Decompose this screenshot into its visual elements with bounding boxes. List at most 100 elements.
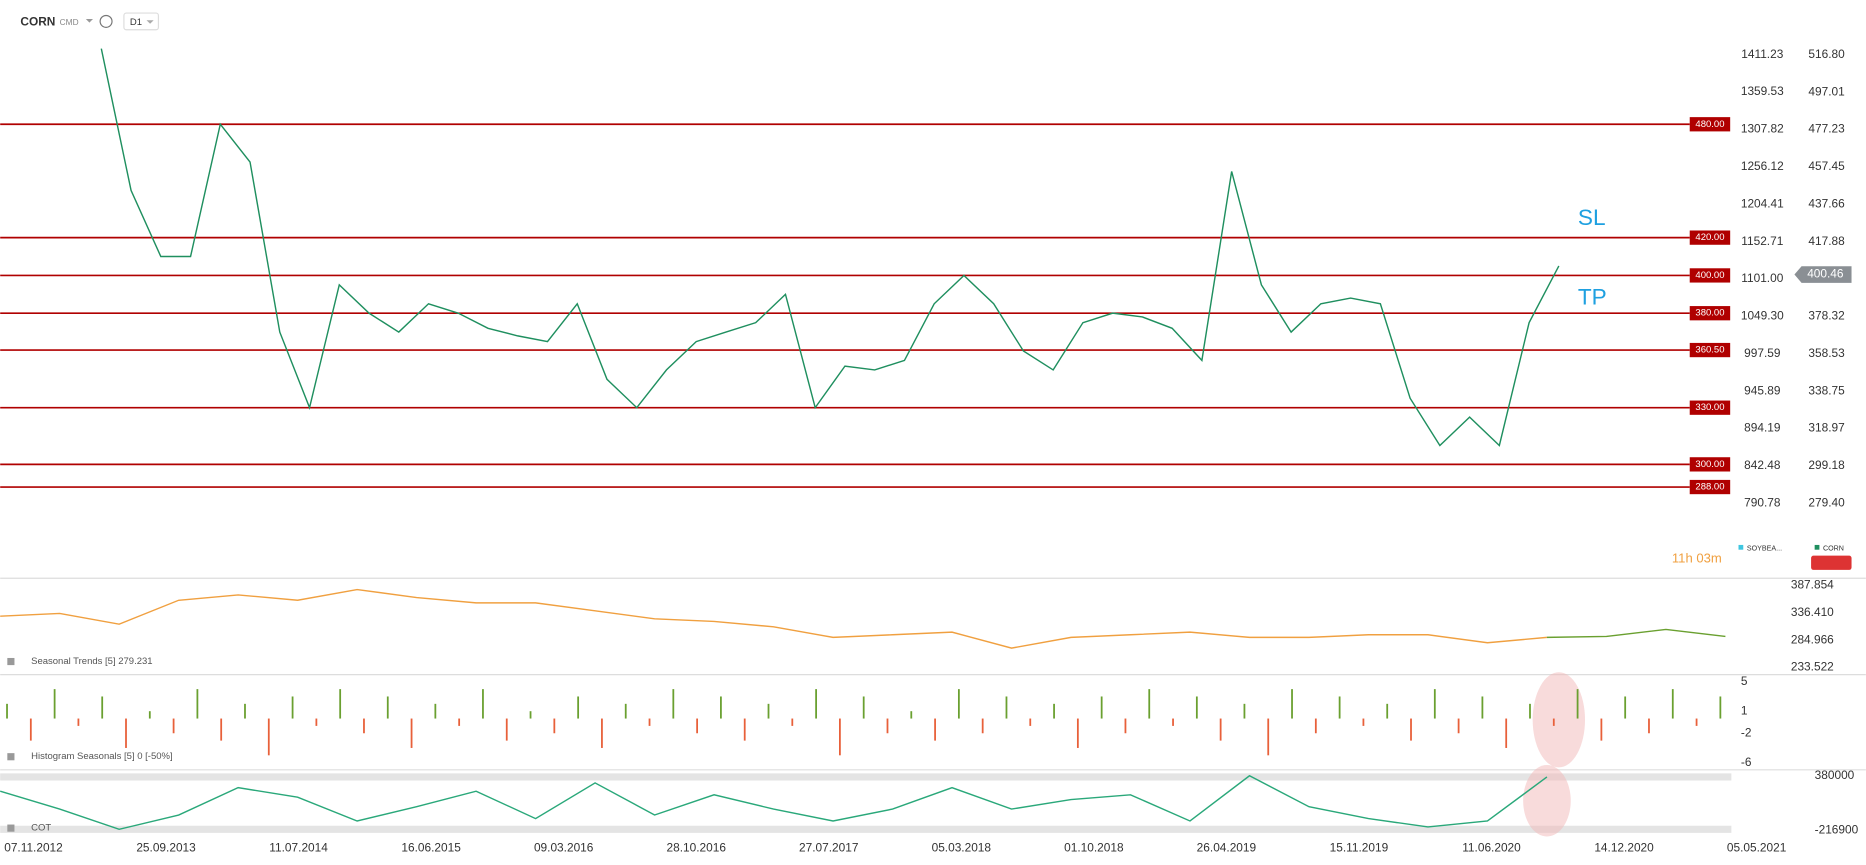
histogram-bar	[6, 703, 8, 719]
histogram-bar	[1529, 703, 1531, 719]
series-line	[0, 774, 1548, 831]
histogram-bar	[981, 718, 984, 734]
y2-tick-label: 1256.12	[1741, 159, 1784, 173]
histogram-bar	[1362, 718, 1365, 726]
x-tick-label: 11.06.2020	[1462, 840, 1521, 854]
x-tick-label: 15.11.2019	[1330, 840, 1389, 854]
level-label: 420.00	[1695, 232, 1724, 243]
y-tick-label: 437.66	[1808, 196, 1845, 210]
histogram-bar	[672, 689, 675, 719]
level-tag	[1689, 342, 1731, 358]
x-tick-label: 27.07.2017	[799, 840, 858, 854]
y-tick-label: -2	[1741, 725, 1752, 739]
histogram-bar	[1648, 718, 1650, 734]
histogram-bar	[648, 718, 651, 726]
histogram-bar	[934, 718, 936, 741]
histogram-bar	[601, 718, 603, 748]
histogram-bar	[1433, 689, 1436, 719]
y-tick-label: 457.45	[1808, 159, 1845, 173]
y-tick-label: 233.522	[1791, 660, 1834, 674]
histogram-bar	[696, 718, 699, 734]
histogram-bar	[363, 718, 365, 734]
histogram-bar	[53, 689, 56, 719]
series-line	[0, 588, 1548, 649]
timeframe-box[interactable]	[123, 12, 160, 31]
y2-tick-label: 1411.23	[1741, 47, 1783, 61]
x-tick-label: 14.12.2020	[1594, 840, 1654, 854]
histogram-bar	[1600, 718, 1603, 741]
histogram-bar	[29, 718, 32, 741]
histogram-bar	[1314, 718, 1317, 734]
histogram-bar	[767, 703, 770, 719]
close-panel-button[interactable]	[1811, 555, 1852, 570]
level-label: 288.00	[1695, 482, 1724, 493]
histogram-bar	[267, 718, 270, 756]
histogram-bar	[505, 718, 508, 741]
panel-title: COT	[31, 823, 51, 834]
histogram-bar	[815, 689, 817, 719]
y-tick-label: 387.854	[1791, 578, 1834, 592]
level-tag	[1689, 268, 1731, 283]
histogram-bar	[1076, 718, 1079, 748]
x-tick-label: 28.10.2016	[667, 840, 727, 854]
histogram-bar	[386, 696, 389, 719]
y-tick-label: 336.410	[1791, 605, 1834, 619]
y-tick-label: 299.18	[1808, 458, 1845, 472]
highlight	[1523, 765, 1571, 837]
y-tick-label: 338.75	[1808, 383, 1845, 397]
histogram-bar	[577, 696, 580, 719]
level-label: 400.00	[1695, 270, 1724, 281]
histogram-bar	[624, 703, 627, 719]
histogram-bar	[862, 696, 865, 719]
histogram-bar	[434, 703, 437, 719]
annotation-tp: TP	[1578, 285, 1607, 310]
x-tick-label: 16.06.2015	[401, 840, 461, 854]
x-tick-label: 09.03.2016	[534, 840, 594, 854]
y2-tick-label: 1101.00	[1741, 271, 1783, 285]
y2-tick-label: 945.89	[1744, 383, 1781, 397]
x-tick-label: 05.03.2018	[932, 840, 992, 854]
histogram-bar	[244, 703, 246, 719]
histogram-bar	[196, 689, 199, 719]
y-tick-label: 284.966	[1791, 632, 1834, 646]
histogram-bar	[886, 718, 889, 734]
y2-tick-label: 997.59	[1744, 346, 1781, 360]
histogram-bar	[791, 718, 794, 726]
timeframe[interactable]: D1	[130, 17, 142, 28]
dropdown-arrow[interactable]	[85, 19, 93, 23]
y-tick-label: 358.53	[1808, 346, 1845, 360]
x-tick-label: 26.04.2019	[1197, 840, 1257, 854]
histogram-bar	[1124, 718, 1127, 734]
histogram-bar	[1029, 718, 1032, 726]
instrument-type[interactable]: CMD	[60, 17, 79, 27]
y2-tick-label: 842.48	[1744, 458, 1781, 472]
highlight	[1532, 672, 1586, 768]
level-label: 380.00	[1695, 308, 1724, 319]
histogram-bar	[291, 696, 294, 719]
legend-swatch	[1738, 544, 1744, 550]
histogram-bar	[1172, 718, 1174, 726]
histogram-bar	[1552, 718, 1555, 726]
info-icon[interactable]	[99, 14, 113, 28]
annotation-sl: SL	[1578, 205, 1606, 230]
histogram-bar	[125, 718, 127, 748]
timeframe-arrow	[146, 20, 154, 24]
cot-band	[0, 825, 1732, 833]
y2-tick-label: 1204.41	[1741, 196, 1784, 210]
y2-tick-label: 1049.30	[1741, 309, 1784, 323]
histogram-bar	[1267, 718, 1270, 756]
panel-icon	[7, 824, 15, 832]
cot-band	[0, 773, 1732, 781]
legend-swatch	[1814, 544, 1820, 550]
last-price-tag	[1794, 266, 1852, 283]
histogram-bar	[101, 696, 104, 719]
histogram-bar	[1219, 718, 1222, 741]
level-label: 480.00	[1695, 119, 1724, 130]
histogram-bar	[1410, 718, 1412, 741]
panel-icon	[7, 753, 15, 761]
level-label: 360.50	[1695, 345, 1724, 356]
histogram-bar	[315, 718, 318, 726]
histogram-bar	[1148, 689, 1151, 719]
histogram-bar	[410, 718, 413, 748]
